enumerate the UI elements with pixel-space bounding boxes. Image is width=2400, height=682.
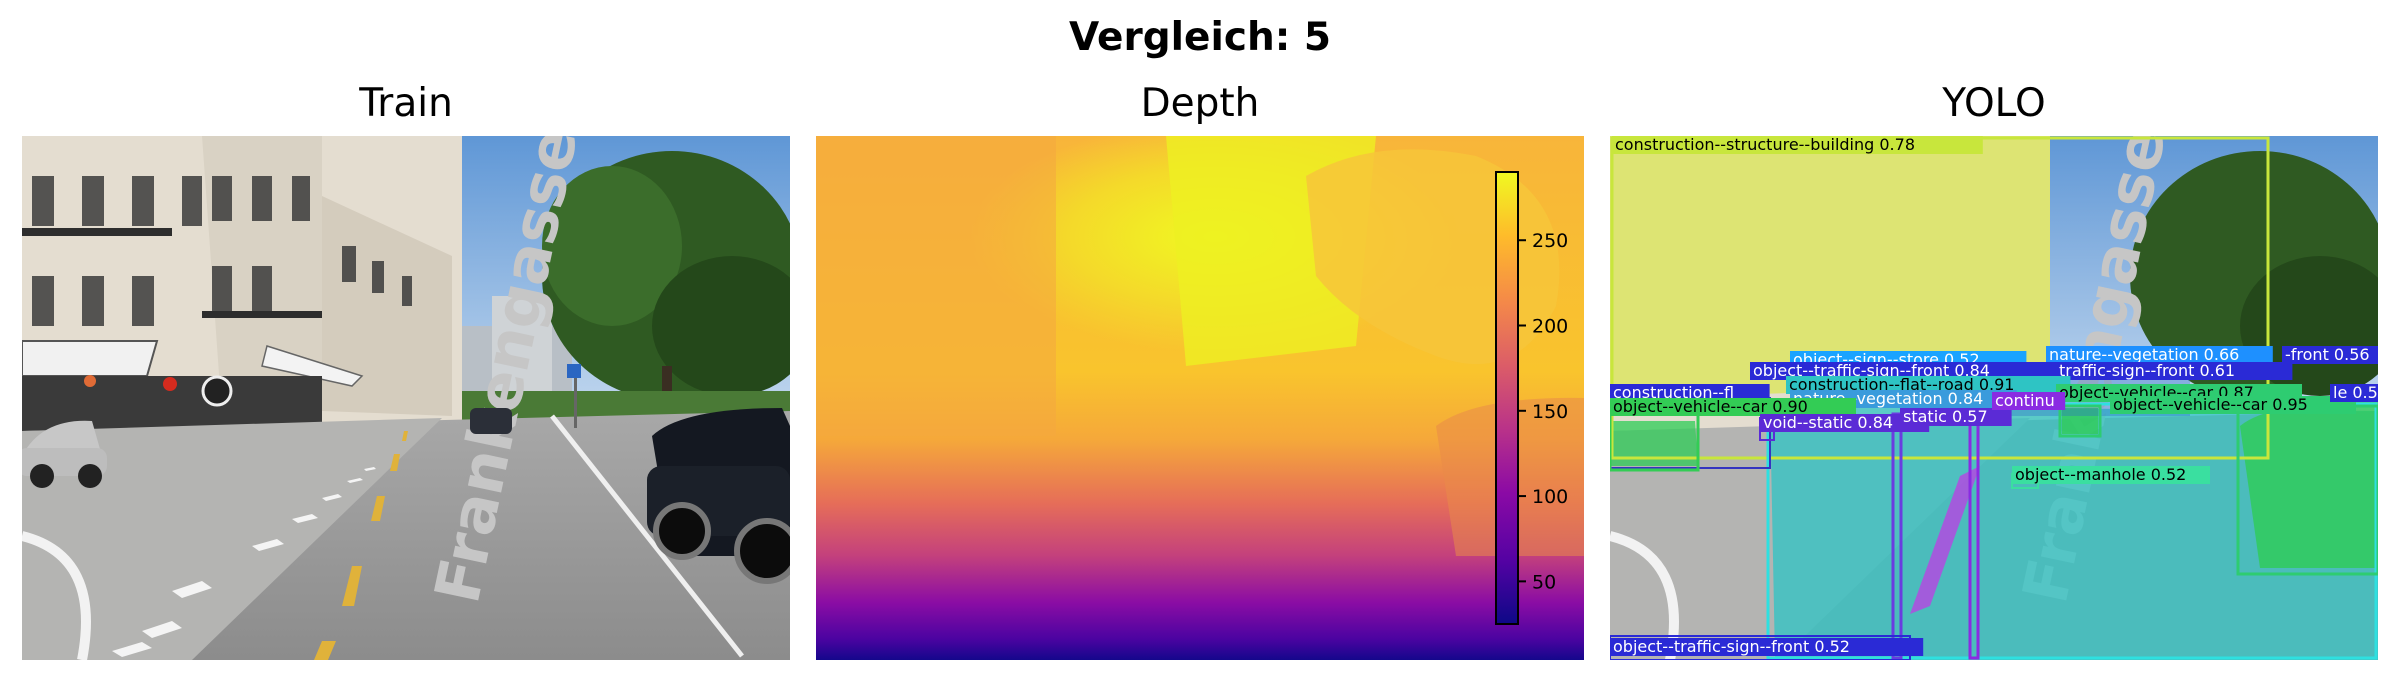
detection-tag-bg — [2282, 346, 2378, 364]
colorbar-tick-label: 150 — [1532, 401, 1568, 423]
detection-label: object--vehicle--car 0.90 — [1613, 397, 1808, 416]
colorbar: 250 200 150 100 50 — [1495, 171, 1568, 625]
detection-tag-bg — [2056, 362, 2293, 380]
detection-tag-bg — [1786, 376, 2071, 394]
detection-label: object--traffic-sign--front 0.84 — [1753, 361, 1990, 380]
colorbar-tick-label: 200 — [1532, 316, 1568, 338]
detection-label: continu — [1995, 391, 2055, 410]
detection-label: construction--flat--road 0.91 — [1789, 375, 2014, 394]
panel-title-train: Train — [359, 81, 453, 126]
detection-tag-bg — [1992, 392, 2066, 410]
detection-label: traffic-sign--front 0.61 — [2059, 361, 2235, 380]
detection-tag-bg — [1612, 136, 1983, 154]
detection-tag-bg — [2110, 396, 2356, 414]
depth-map-panel: 250 200 150 100 50 — [816, 136, 1584, 660]
yolo-panel: Frankengasse construction--structure--bu… — [1610, 136, 2378, 660]
colorbar-gradient — [1495, 171, 1519, 625]
detection-tag-bg — [1610, 384, 1770, 402]
detection-tag-bg — [1750, 362, 2064, 380]
detection-label: object--vehicle--car 0.95 — [2113, 395, 2308, 414]
distant-car — [470, 408, 512, 434]
colorbar-tick-label: 50 — [1532, 571, 1556, 593]
detection-tag-bg — [1760, 414, 1930, 432]
building-mask — [1610, 136, 2050, 398]
car-mask-left — [1610, 421, 1698, 466]
detection-label: object--manhole 0.52 — [2015, 465, 2186, 484]
detection-label: nature--vegetation 0.66 — [2049, 345, 2239, 364]
detection-tag-bg — [1610, 638, 1924, 656]
detection-label: le 0.52 — [2333, 383, 2378, 402]
detection-label: construction--structure--building 0.78 — [1615, 136, 1915, 154]
detection-label: static 0.57 — [1903, 407, 1988, 426]
car-mask-right — [2240, 401, 2378, 568]
detection-label: void--static 0.84 — [1763, 413, 1893, 432]
colorbar-tick-label: 100 — [1532, 486, 1568, 508]
detection-tag-bg — [1900, 408, 2012, 426]
detection-tag-bg — [2330, 384, 2378, 402]
detection-tag-bg — [2012, 466, 2210, 484]
figure-title: Vergleich: 5 — [1068, 15, 1332, 60]
yolo-label-tags: construction--structure--building 0.78 na… — [1610, 136, 2378, 656]
detection-label: construction--fl — [1613, 383, 1734, 402]
street-photo: Frankengasse — [22, 136, 790, 660]
depth-map: 250 200 150 100 50 — [816, 136, 1584, 660]
yolo-overlay: Frankengasse construction--structure--bu… — [1610, 136, 2378, 660]
parked-car-right — [647, 408, 790, 584]
detection-tag-bg — [2046, 346, 2273, 364]
detection-tag-bg — [1610, 398, 1856, 416]
detection-label: -front 0.56 — [2285, 345, 2370, 364]
panel-title-yolo: YOLO — [1942, 81, 2046, 126]
continuous-marking-mask — [1910, 466, 1980, 614]
parked-car-left — [22, 420, 107, 488]
awning — [22, 340, 159, 377]
detection-label: object--traffic-sign--front 0.52 — [1613, 637, 1850, 656]
colorbar-tick-label: 250 — [1532, 230, 1568, 252]
train-image-panel: Frankengasse — [22, 136, 790, 660]
panel-title-depth: Depth — [1140, 81, 1260, 126]
